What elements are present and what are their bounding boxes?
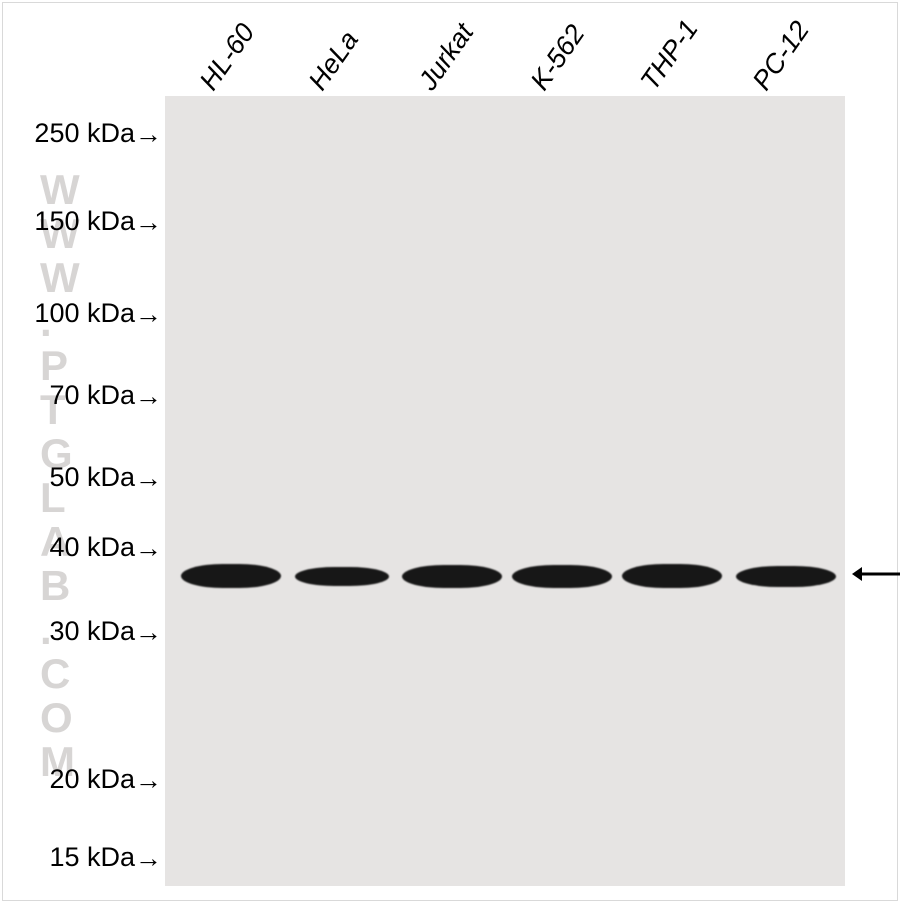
protein-band (736, 566, 836, 587)
target-band-arrow-icon (852, 561, 900, 587)
arrow-right-icon: → (135, 533, 162, 564)
arrow-right-icon: → (135, 765, 162, 796)
mw-marker-value: 70 kDa (49, 380, 135, 410)
lane-label: HeLa (303, 25, 365, 96)
protein-band (622, 564, 722, 588)
arrow-right-icon: → (135, 463, 162, 494)
mw-marker-label: 70 kDa→ (0, 380, 162, 412)
protein-band (402, 565, 502, 588)
mw-marker-value: 250 kDa (34, 118, 135, 148)
mw-marker-value: 20 kDa (49, 764, 135, 794)
mw-marker-label: 100 kDa→ (0, 298, 162, 330)
mw-marker-value: 40 kDa (49, 532, 135, 562)
mw-marker-label: 250 kDa→ (0, 118, 162, 150)
mw-marker-value: 100 kDa (34, 298, 135, 328)
mw-marker-value: 150 kDa (34, 206, 135, 236)
mw-marker-label: 30 kDa→ (0, 616, 162, 648)
mw-marker-label: 20 kDa→ (0, 764, 162, 796)
mw-marker-label: 40 kDa→ (0, 532, 162, 564)
lane-label: HL-60 (194, 18, 262, 96)
arrow-right-icon: → (135, 299, 162, 330)
arrow-right-icon: → (135, 843, 162, 874)
mw-marker-value: 50 kDa (49, 462, 135, 492)
lane-label: PC-12 (747, 16, 816, 96)
protein-band (295, 567, 389, 586)
mw-marker-label: 15 kDa→ (0, 842, 162, 874)
arrow-right-icon: → (135, 381, 162, 412)
protein-band (181, 564, 281, 588)
lane-label: Jurkat (413, 18, 481, 96)
mw-marker-label: 50 kDa→ (0, 462, 162, 494)
blot-membrane (165, 96, 845, 886)
lane-label: THP-1 (635, 14, 705, 96)
arrow-right-icon: → (135, 119, 162, 150)
arrow-right-icon: → (135, 207, 162, 238)
mw-marker-label: 150 kDa→ (0, 206, 162, 238)
mw-marker-value: 15 kDa (49, 842, 135, 872)
protein-band (512, 565, 612, 588)
lane-label: K-562 (525, 19, 592, 96)
mw-marker-value: 30 kDa (49, 616, 135, 646)
arrow-right-icon: → (135, 617, 162, 648)
western-blot-figure: WWW.PTGLAB.COM 250 kDa→150 kDa→100 kDa→7… (0, 0, 900, 903)
